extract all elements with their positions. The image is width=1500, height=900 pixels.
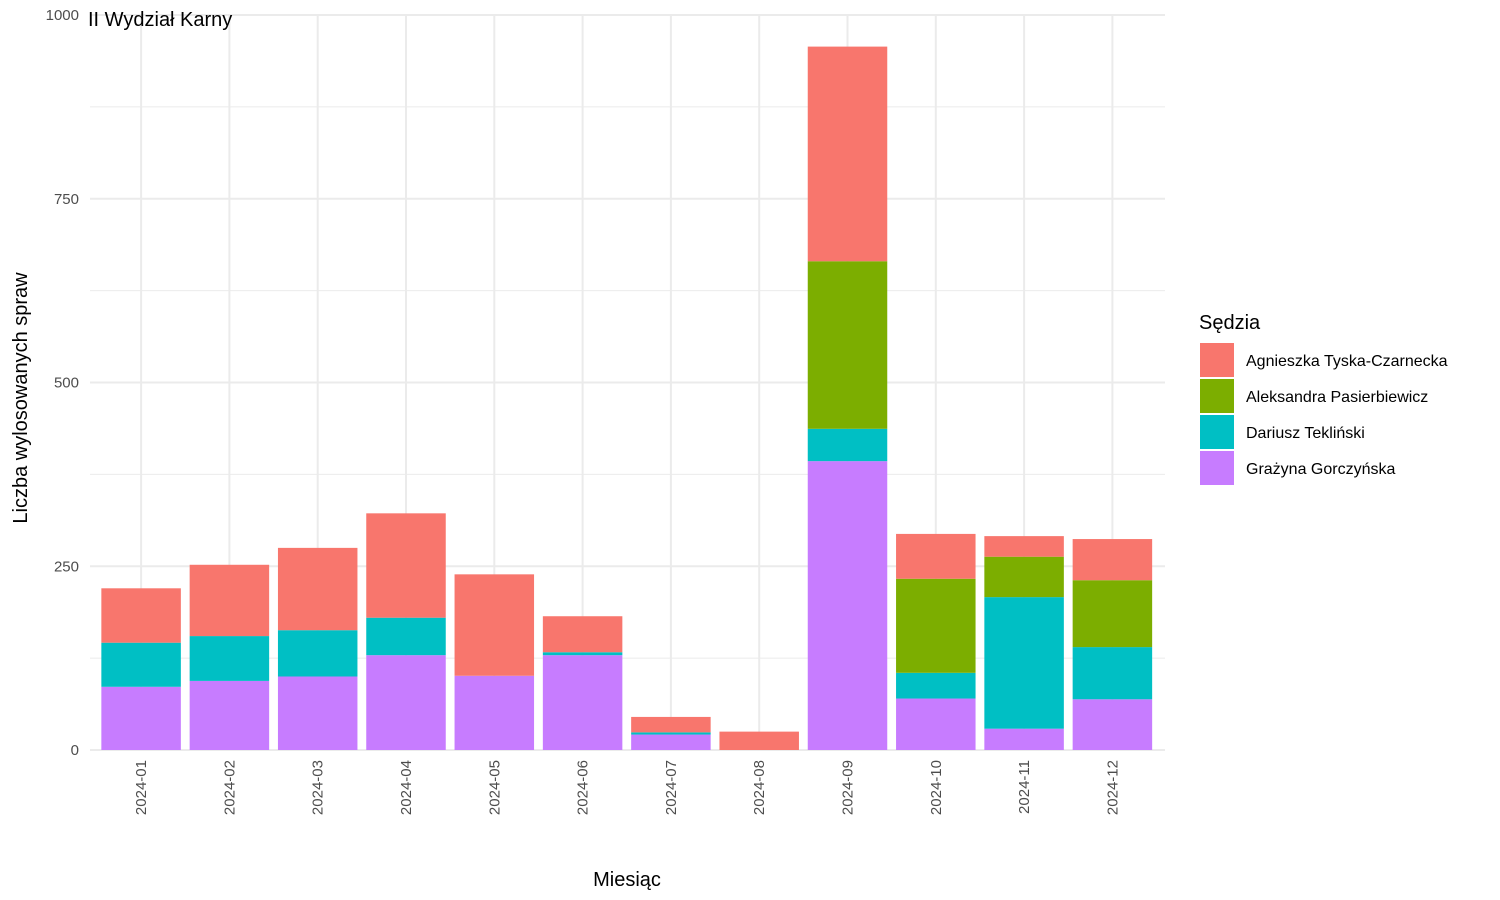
bar-segment bbox=[1072, 539, 1153, 581]
bar-segment bbox=[896, 533, 976, 579]
legend-label: Dariusz Tekliński bbox=[1246, 425, 1365, 442]
legend-label: Aleksandra Pasierbiewicz bbox=[1246, 389, 1428, 406]
y-tick-label: 500 bbox=[54, 375, 79, 392]
bar-segment bbox=[896, 672, 976, 699]
legend-swatch bbox=[1200, 379, 1234, 413]
x-tick-label: 2024-07 bbox=[663, 760, 680, 815]
bar-segment bbox=[542, 655, 623, 750]
y-tick-label: 0 bbox=[71, 742, 79, 759]
legend: Sędzia Agnieszka Tyska-Czarnecka Aleksand… bbox=[1199, 312, 1448, 485]
x-tick-label: 2024-10 bbox=[928, 760, 945, 815]
bar-segment bbox=[1072, 647, 1153, 700]
bar-segment bbox=[984, 536, 1064, 557]
x-axis-ticks: 2024-01 2024-02 2024-03 2024-04 2024-05 2024-… bbox=[133, 760, 1121, 815]
x-tick-label: 2024-11 bbox=[1016, 760, 1033, 814]
bar-segment bbox=[807, 46, 888, 262]
bar-segment bbox=[277, 630, 358, 677]
legend-swatch bbox=[1200, 415, 1234, 449]
legend-swatch bbox=[1200, 451, 1234, 485]
bar-segment bbox=[454, 675, 535, 750]
legend-label: Agnieszka Tyska-Czarnecka bbox=[1246, 353, 1448, 370]
y-tick-label: 250 bbox=[54, 558, 79, 575]
bar-segment bbox=[1072, 699, 1153, 750]
x-tick-label: 2024-05 bbox=[486, 760, 503, 815]
x-tick-label: 2024-08 bbox=[751, 760, 768, 815]
bar-segment bbox=[277, 676, 358, 750]
bar-segment bbox=[807, 461, 888, 750]
x-tick-label: 2024-04 bbox=[398, 760, 415, 815]
x-tick-label: 2024-12 bbox=[1104, 760, 1121, 815]
legend-label: Grażyna Gorczyńska bbox=[1246, 461, 1395, 478]
legend-title: Sędzia bbox=[1199, 312, 1261, 334]
x-tick-label: 2024-06 bbox=[575, 760, 592, 815]
y-axis-title: Liczba wylosowanych spraw bbox=[10, 272, 32, 524]
x-tick-label: 2024-03 bbox=[310, 760, 327, 815]
bar-segment bbox=[896, 698, 976, 750]
x-axis-title: Miesiąc bbox=[593, 869, 661, 891]
x-tick-label: 2024-02 bbox=[221, 760, 238, 815]
bar-segment bbox=[277, 547, 358, 631]
bar-segment bbox=[454, 574, 535, 676]
bars bbox=[101, 46, 1153, 750]
bar-segment bbox=[984, 556, 1064, 598]
bar-segment bbox=[807, 261, 888, 429]
bar-segment bbox=[542, 652, 623, 656]
y-tick-label: 750 bbox=[54, 191, 79, 208]
bar-segment bbox=[984, 597, 1064, 729]
bar-segment bbox=[366, 513, 446, 618]
bar-segment bbox=[542, 616, 623, 653]
bar-segment bbox=[189, 636, 270, 681]
bar-segment bbox=[1072, 580, 1153, 648]
bar-segment bbox=[631, 732, 711, 735]
bar-segment bbox=[984, 728, 1064, 750]
bar-segment bbox=[807, 428, 888, 462]
bar-segment bbox=[366, 655, 446, 750]
chart-title: II Wydział Karny bbox=[88, 9, 232, 31]
y-tick-label: 1000 bbox=[46, 7, 79, 24]
bar-segment bbox=[896, 578, 976, 673]
bar-segment bbox=[101, 588, 181, 643]
bar-segment bbox=[101, 686, 181, 750]
bar-segment bbox=[101, 642, 181, 687]
x-tick-label: 2024-09 bbox=[840, 760, 857, 815]
bar-segment bbox=[189, 680, 270, 750]
bar-segment bbox=[719, 731, 799, 750]
bar-segment bbox=[631, 734, 711, 750]
bar-segment bbox=[631, 716, 711, 733]
y-axis-ticks: 0 250 500 750 1000 bbox=[46, 7, 79, 759]
legend-swatch bbox=[1200, 343, 1234, 377]
bar-segment bbox=[366, 617, 446, 656]
bar-segment bbox=[189, 564, 270, 637]
x-tick-label: 2024-01 bbox=[133, 760, 150, 815]
legend-items: Agnieszka Tyska-Czarnecka Aleksandra Pasi… bbox=[1200, 343, 1448, 485]
